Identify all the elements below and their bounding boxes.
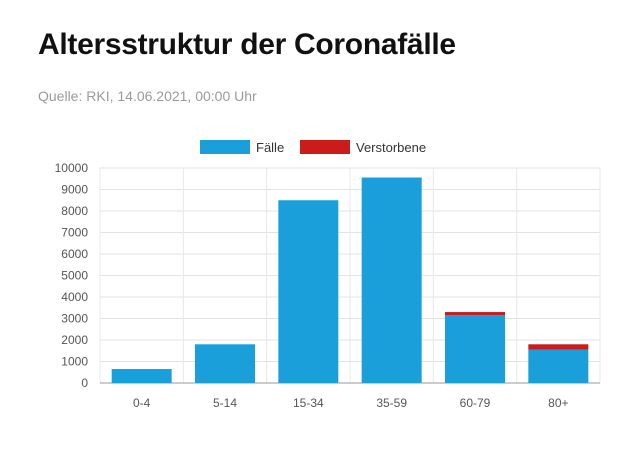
bar-faelle-80+	[528, 349, 589, 383]
bar-faelle-15-34	[278, 200, 339, 383]
y-tick-label: 9000	[61, 183, 88, 197]
legend-swatch-verstorbene	[300, 140, 350, 154]
x-tick-label: 0-4	[133, 396, 151, 410]
chart-grid	[99, 167, 601, 384]
x-tick-label: 5-14	[213, 396, 237, 410]
bar-faelle-60-79	[445, 315, 505, 383]
x-tick-label: 35-59	[376, 396, 407, 410]
y-tick-label: 7000	[61, 226, 88, 240]
y-axis: 0 1000 2000 3000 4000 5000 6000 7000 8000 9000 100…	[55, 161, 89, 390]
bar-faelle-35-59	[361, 177, 422, 383]
x-axis: 0-4 5-14 15-34 35-59 60-79 80+	[133, 396, 569, 410]
legend-label-faelle: Fälle	[256, 140, 284, 155]
bar-faelle-5-14	[195, 344, 255, 383]
y-tick-label: 3000	[61, 312, 88, 326]
bar-faelle-0-4	[111, 369, 172, 383]
x-tick-label: 60-79	[460, 396, 491, 410]
source-note: Quelle: RKI, 14.06.2021, 00:00 Uhr	[38, 88, 257, 104]
page-title: Altersstruktur der Coronafälle	[38, 28, 456, 61]
legend-label-verstorbene: Verstorbene	[356, 140, 426, 155]
bar-verstorbene-80+	[528, 344, 589, 350]
x-tick-label: 15-34	[293, 396, 324, 410]
y-tick-label: 8000	[61, 204, 88, 218]
bar-series	[111, 177, 589, 383]
y-tick-label: 2000	[61, 333, 88, 347]
y-tick-label: 1000	[61, 355, 88, 369]
legend-swatch-faelle	[200, 140, 250, 154]
y-tick-label: 5000	[61, 269, 88, 283]
y-tick-label: 10000	[55, 161, 89, 175]
chart-legend: Fälle Verstorbene	[200, 140, 426, 155]
y-tick-label: 0	[81, 376, 88, 390]
y-tick-label: 6000	[61, 247, 88, 261]
y-tick-label: 4000	[61, 290, 88, 304]
x-tick-label: 80+	[548, 396, 568, 410]
bar-verstorbene-60-79	[445, 312, 505, 316]
